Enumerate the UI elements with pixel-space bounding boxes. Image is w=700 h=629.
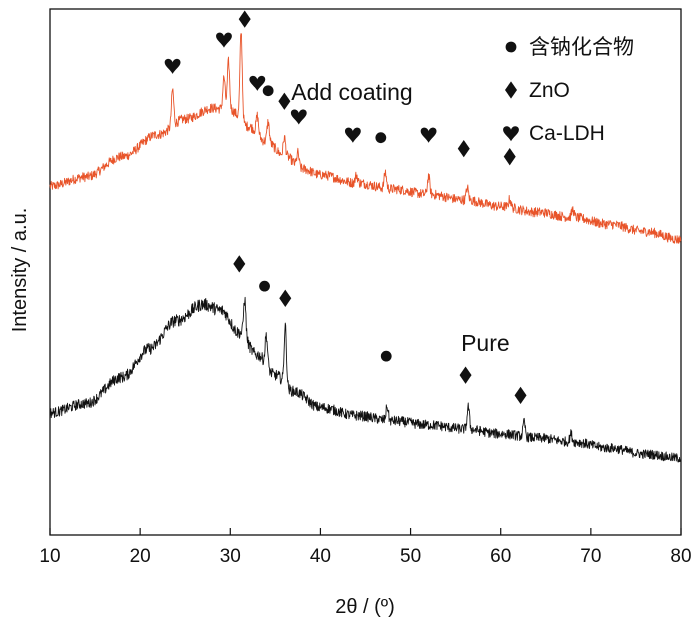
legend-heart-icon [503,126,519,142]
diamond-marker [278,92,291,110]
diamond-marker [238,10,251,28]
diamond-marker [279,289,292,307]
diamond-marker [457,139,470,158]
heart-marker [290,109,307,125]
heart-marker [344,127,361,143]
legend-circle-icon [505,41,517,53]
x-tick-label: 60 [490,546,511,567]
curve-label: Pure [461,330,510,356]
heart-marker [420,127,437,143]
x-tick-label: 10 [39,546,60,567]
x-tick-label: 40 [310,546,331,567]
heart-marker [164,58,181,74]
series-layer [49,33,682,463]
x-tick-label: 80 [670,546,691,567]
heart-marker [249,75,266,91]
legend-diamond-icon [505,81,517,99]
curve-label: Add coating [291,79,412,105]
x-axis-ticks: 10 20 30 40 50 60 70 80 [39,528,692,567]
diamond-marker [514,386,527,405]
plot-frame [49,8,682,536]
circle-marker [262,85,274,97]
y-axis-title: Intensity / a.u. [9,208,31,333]
x-axis-title: 2θ / (º) [335,596,395,618]
circle-marker [259,280,270,292]
marker-layer [164,10,527,405]
x-tick-label: 30 [220,546,241,567]
circle-marker [375,132,387,144]
circle-marker [380,350,392,362]
diamond-marker [233,255,246,273]
legend-label: Ca-LDH [529,122,605,145]
diamond-marker [503,148,516,166]
legend: 含钠化合物 ZnO Ca-LDH [503,36,634,145]
legend-label: 含钠化合物 [529,36,634,59]
x-tick-label: 70 [580,546,601,567]
x-tick-label: 20 [130,546,151,567]
diamond-marker [459,366,472,384]
x-tick-label: 50 [400,546,421,567]
legend-label: ZnO [529,79,570,102]
curve-labels: Add coating Pure [291,79,509,356]
heart-marker [216,32,232,48]
series-line-pure [49,296,681,463]
series-line-add-coating [49,33,682,244]
